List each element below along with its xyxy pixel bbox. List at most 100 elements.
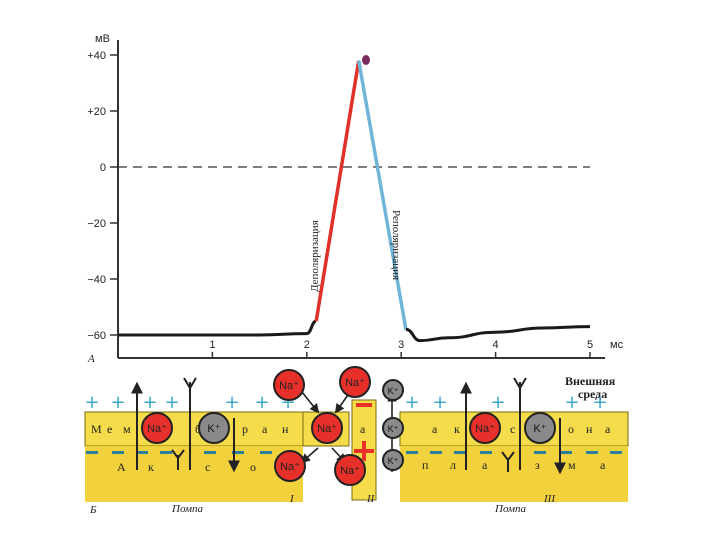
positive-charges: + + + + + + + + + + + + <box>84 392 607 413</box>
svg-text:о: о <box>568 422 574 436</box>
svg-text:а: а <box>262 422 268 436</box>
channel-plus-mark-v <box>362 441 366 461</box>
minus-sign <box>480 451 492 454</box>
plus-sign: + <box>592 392 607 413</box>
roman-1: I <box>289 493 295 505</box>
repolarization-line <box>356 60 408 330</box>
svg-text:а: а <box>605 422 611 436</box>
svg-text:е: е <box>107 422 112 436</box>
minus-sign <box>430 451 442 454</box>
outer-medium-label-1: Внешняя <box>565 374 616 388</box>
minus-sign <box>112 451 124 454</box>
outer-medium-label-2: среда <box>578 387 607 401</box>
potassium-ion <box>382 379 404 401</box>
y-ticks: +40 +20 0 −20 −40 −60 <box>87 50 118 342</box>
pump-left-label: Помпа <box>171 503 204 515</box>
minus-sign <box>86 451 98 454</box>
axoplasm-left <box>85 446 303 502</box>
x-unit-label: мс <box>610 339 624 351</box>
svg-text:з: з <box>535 458 540 472</box>
svg-text:п: п <box>422 458 429 472</box>
depolarization-label: Деполяризация <box>309 220 321 292</box>
plus-sign: + <box>254 392 269 413</box>
svg-text:л: л <box>450 458 456 472</box>
sodium-ion-label: Na⁺ <box>317 423 337 435</box>
svg-text:к: к <box>148 460 154 474</box>
x-tick-label: 4 <box>493 339 499 351</box>
minus-sign <box>204 451 216 454</box>
plus-sign: + <box>110 392 125 413</box>
minus-sign <box>232 451 244 454</box>
panel-label-b: Б <box>89 504 97 516</box>
left-axoplasm-letters: А к с о <box>117 460 256 474</box>
right-axoplasm-letters: п л а з м а <box>422 458 606 472</box>
membrane-right <box>399 411 629 447</box>
svg-text:с: с <box>510 422 515 436</box>
y-tick-label: +20 <box>87 106 106 118</box>
minus-sign <box>534 451 546 454</box>
y-tick-label: +40 <box>87 50 106 62</box>
x-tick-label: 1 <box>209 339 215 351</box>
svg-text:о: о <box>250 460 256 474</box>
potassium-ion <box>198 412 230 444</box>
potassium-ion-label: K⁺ <box>388 386 399 396</box>
roman-3: III <box>543 493 556 505</box>
minus-sign <box>560 451 572 454</box>
plus-sign: + <box>142 392 157 413</box>
potassium-ion <box>382 449 404 471</box>
minus-sign <box>406 451 418 454</box>
plus-sign: + <box>224 392 239 413</box>
minus-sign <box>586 451 598 454</box>
minus-sign <box>610 451 622 454</box>
sodium-ion-label: Na⁺ <box>280 461 300 473</box>
plus-sign: + <box>84 392 99 413</box>
sodium-ion <box>334 454 366 486</box>
channel-minus-mark <box>356 403 372 407</box>
sodium-ion <box>469 412 501 444</box>
potassium-ion-label: K⁺ <box>388 456 399 466</box>
minus-sign <box>160 451 172 454</box>
resting-potential-line <box>118 319 317 337</box>
svg-text:а: а <box>432 422 438 436</box>
svg-text:с: с <box>205 460 210 474</box>
membrane-left <box>84 411 304 447</box>
minus-sign <box>136 451 148 454</box>
x-tick-label: 5 <box>587 339 593 351</box>
repolarization-label: Реполяризация <box>390 210 402 280</box>
minus-sign <box>260 451 272 454</box>
peak-cap <box>362 55 370 65</box>
plus-sign: + <box>432 392 447 413</box>
sodium-ion <box>339 366 371 398</box>
pump-right-label: Помпа <box>494 503 527 515</box>
sodium-ion-label: Na⁺ <box>340 465 360 477</box>
sodium-ion <box>273 369 305 401</box>
y-tick-label: −20 <box>87 218 106 230</box>
plus-sign: + <box>564 392 579 413</box>
svg-text:м: м <box>568 458 576 472</box>
sodium-ion-label: Na⁺ <box>147 423 167 435</box>
svg-text:а: а <box>482 458 488 472</box>
y-tick-label: −60 <box>87 330 106 342</box>
ions: Na⁺ K⁺ Na⁺ Na⁺ Na⁺ Na⁺ Na⁺ K⁺ K⁺ K⁺ Na⁺ K⁺ <box>141 366 556 486</box>
y-unit-label: мВ <box>95 33 110 45</box>
potassium-ion-label: K⁺ <box>533 423 546 435</box>
potassium-ion <box>524 412 556 444</box>
svg-text:А: А <box>117 460 126 474</box>
action-potential-graph: мВ мс А +40 +20 0 −20 −40 −60 1 2 3 4 5 Деполяриз… <box>87 33 624 365</box>
x-tick-label: 2 <box>304 339 310 351</box>
potassium-ion-label: K⁺ <box>388 424 399 434</box>
membrane-diagram: Внешняя среда ++++++++++++ М е м б р а н… <box>84 366 629 516</box>
minus-sign <box>454 451 466 454</box>
right-membrane-letters: а к с о н а <box>432 422 611 436</box>
depolarization-line <box>314 60 361 322</box>
x-ticks: 1 2 3 4 5 <box>209 339 593 358</box>
potassium-ion <box>382 417 404 439</box>
svg-text:р: р <box>242 422 248 436</box>
plus-sign: + <box>164 392 179 413</box>
svg-text:М: М <box>91 422 102 436</box>
sodium-ion <box>141 412 173 444</box>
afterpotential-line <box>405 325 591 343</box>
sodium-ion-label: Na⁺ <box>475 423 495 435</box>
sodium-ion <box>311 412 343 444</box>
